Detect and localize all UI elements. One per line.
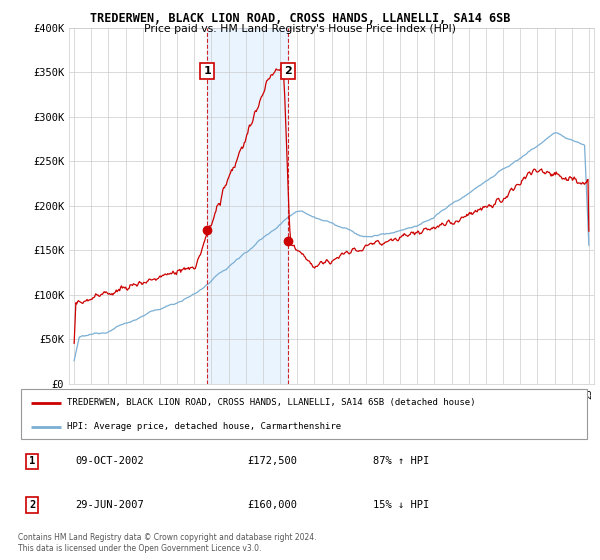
Text: TREDERWEN, BLACK LION ROAD, CROSS HANDS, LLANELLI, SA14 6SB: TREDERWEN, BLACK LION ROAD, CROSS HANDS,… — [90, 12, 510, 25]
Text: Contains HM Land Registry data © Crown copyright and database right 2024.
This d: Contains HM Land Registry data © Crown c… — [18, 533, 317, 553]
Text: £160,000: £160,000 — [247, 500, 297, 510]
Text: £172,500: £172,500 — [247, 456, 297, 466]
Text: 2: 2 — [29, 500, 35, 510]
Text: HPI: Average price, detached house, Carmarthenshire: HPI: Average price, detached house, Carm… — [67, 422, 341, 431]
Text: Price paid vs. HM Land Registry's House Price Index (HPI): Price paid vs. HM Land Registry's House … — [144, 24, 456, 34]
Text: 09-OCT-2002: 09-OCT-2002 — [76, 456, 144, 466]
Text: TREDERWEN, BLACK LION ROAD, CROSS HANDS, LLANELLI, SA14 6SB (detached house): TREDERWEN, BLACK LION ROAD, CROSS HANDS,… — [67, 398, 475, 407]
Text: 1: 1 — [29, 456, 35, 466]
Text: 15% ↓ HPI: 15% ↓ HPI — [373, 500, 430, 510]
Text: 2: 2 — [284, 66, 292, 76]
Text: 87% ↑ HPI: 87% ↑ HPI — [373, 456, 430, 466]
Bar — [208, 28, 289, 384]
Text: 1: 1 — [203, 66, 211, 76]
FancyBboxPatch shape — [21, 389, 587, 438]
Text: 29-JUN-2007: 29-JUN-2007 — [76, 500, 144, 510]
